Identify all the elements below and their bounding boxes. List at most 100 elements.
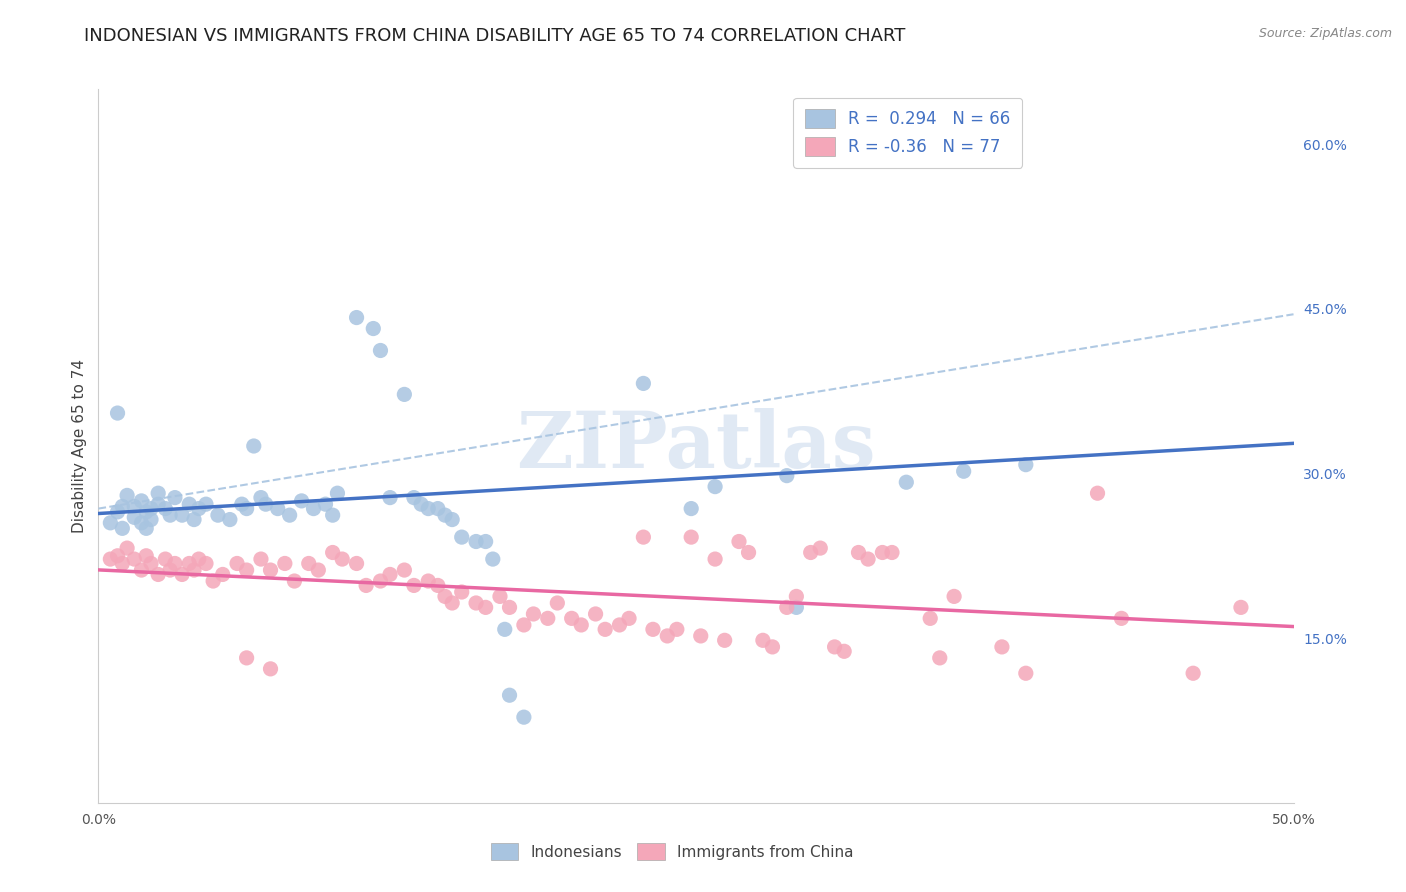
Point: [315, 497, 337, 511]
Point: [776, 600, 799, 615]
Point: [378, 491, 401, 505]
Point: [569, 618, 592, 632]
Point: [135, 505, 157, 519]
Point: [179, 557, 201, 571]
Point: [135, 549, 157, 563]
Point: [441, 596, 464, 610]
Point: [195, 497, 218, 511]
Point: [498, 688, 520, 702]
Point: [115, 488, 138, 502]
Point: [283, 574, 305, 588]
Point: [522, 607, 544, 621]
Point: [832, 644, 855, 658]
Point: [202, 574, 225, 588]
Point: [322, 545, 344, 559]
Point: [195, 557, 218, 571]
Point: [159, 563, 181, 577]
Point: [808, 541, 831, 555]
Point: [250, 552, 273, 566]
Point: [148, 497, 170, 511]
Point: [1015, 458, 1038, 472]
Point: [107, 406, 129, 420]
Point: [418, 501, 440, 516]
Point: [657, 629, 679, 643]
Point: [785, 590, 807, 604]
Point: [1015, 666, 1038, 681]
Point: [641, 623, 664, 637]
Text: Source: ZipAtlas.com: Source: ZipAtlas.com: [1258, 27, 1392, 40]
Point: [633, 530, 655, 544]
Point: [115, 541, 138, 555]
Point: [172, 508, 194, 523]
Point: [235, 563, 257, 577]
Point: [267, 501, 290, 516]
Point: [481, 552, 505, 566]
Point: [402, 578, 425, 592]
Point: [330, 552, 353, 566]
Point: [370, 343, 392, 358]
Point: [411, 497, 433, 511]
Point: [920, 611, 942, 625]
Point: [183, 512, 205, 526]
Point: [1111, 611, 1133, 625]
Point: [131, 563, 153, 577]
Point: [139, 512, 162, 526]
Point: [991, 640, 1014, 654]
Point: [124, 500, 146, 514]
Point: [107, 549, 129, 563]
Point: [513, 710, 536, 724]
Point: [183, 563, 205, 577]
Point: [98, 516, 122, 530]
Point: [633, 376, 655, 391]
Point: [124, 552, 146, 566]
Point: [250, 491, 273, 505]
Point: [896, 475, 918, 490]
Point: [179, 497, 201, 511]
Point: [704, 480, 727, 494]
Point: [474, 534, 496, 549]
Point: [135, 521, 157, 535]
Point: [111, 521, 134, 535]
Point: [450, 585, 472, 599]
Point: [187, 501, 209, 516]
Point: [378, 567, 401, 582]
Point: [394, 387, 416, 401]
Point: [274, 557, 297, 571]
Point: [131, 494, 153, 508]
Point: [254, 497, 277, 511]
Point: [159, 508, 181, 523]
Point: [991, 145, 1014, 160]
Point: [111, 500, 134, 514]
Point: [259, 563, 281, 577]
Point: [354, 578, 377, 592]
Point: [370, 574, 392, 588]
Point: [124, 510, 146, 524]
Point: [219, 512, 242, 526]
Point: [307, 563, 329, 577]
Point: [211, 567, 233, 582]
Point: [689, 629, 711, 643]
Point: [585, 607, 607, 621]
Point: [131, 516, 153, 530]
Point: [681, 530, 703, 544]
Point: [498, 600, 520, 615]
Point: [465, 596, 488, 610]
Point: [298, 557, 321, 571]
Point: [848, 545, 870, 559]
Point: [704, 552, 727, 566]
Point: [713, 633, 735, 648]
Point: [465, 534, 488, 549]
Point: [441, 512, 464, 526]
Point: [418, 574, 440, 588]
Point: [872, 545, 894, 559]
Point: [363, 321, 385, 335]
Point: [665, 623, 688, 637]
Point: [402, 491, 425, 505]
Point: [394, 563, 416, 577]
Point: [291, 494, 314, 508]
Point: [617, 611, 640, 625]
Point: [537, 611, 560, 625]
Point: [98, 552, 122, 566]
Point: [326, 486, 349, 500]
Point: [681, 501, 703, 516]
